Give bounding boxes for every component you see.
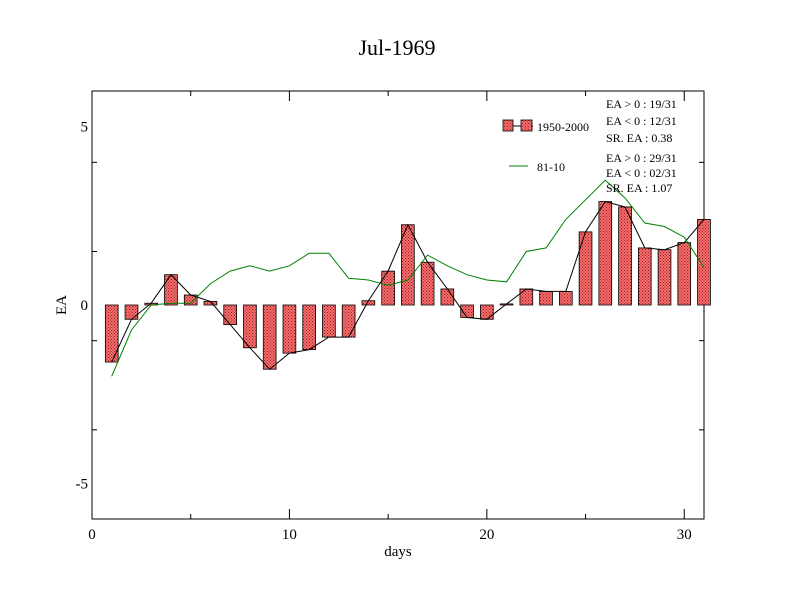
y-tick-label: 5 xyxy=(81,120,89,136)
legend: 1950-2000 81-10 xyxy=(502,119,589,174)
legend-label-1950-2000: 1950-2000 xyxy=(537,120,589,134)
bar-day-9 xyxy=(262,304,277,370)
x-tick-label: 0 xyxy=(88,527,96,543)
bar-day-25 xyxy=(578,231,593,306)
series-line-1950-2000 xyxy=(111,201,705,370)
legend-swatch-bar-1950-2000b xyxy=(520,119,533,132)
y-tick-label: 0 xyxy=(81,298,89,314)
bar-day-26 xyxy=(598,201,613,306)
y-axis-label: EA xyxy=(54,295,70,315)
bar-day-12 xyxy=(322,304,336,338)
bar-series xyxy=(104,201,711,370)
bar-day-16 xyxy=(401,224,415,306)
x-tick-label: 10 xyxy=(282,527,297,543)
bar-day-24 xyxy=(559,291,573,306)
bar-day-15 xyxy=(381,270,395,306)
bar-day-10 xyxy=(282,304,297,354)
bar-day-27 xyxy=(618,206,632,306)
y-axis-ticks: -5 0 5 xyxy=(76,120,704,520)
bar-day-8 xyxy=(243,304,257,349)
bar-day-30 xyxy=(677,242,692,306)
bar-day-29 xyxy=(657,249,672,306)
x-tick-label: 20 xyxy=(479,527,494,543)
legend-swatch-bar-1950-2000a xyxy=(502,119,514,132)
bar-day-11 xyxy=(302,304,316,350)
bar-day-23 xyxy=(539,291,553,306)
bar-day-22 xyxy=(519,288,534,306)
stat-8110-ea-negative: EA < 0 : 02/31 xyxy=(606,166,677,180)
bar-day-7 xyxy=(223,304,237,326)
bar-day-31 xyxy=(697,218,711,306)
x-axis-ticks: 0 10 20 30 xyxy=(88,91,692,543)
bar-day-2 xyxy=(124,304,139,320)
chart-title: Jul-1969 xyxy=(359,35,436,60)
series-line-81-10 xyxy=(111,179,705,377)
stat-1950-sr-ea: SR. EA : 0.38 xyxy=(606,131,672,145)
bar-day-13 xyxy=(341,304,356,338)
stats-annotations: EA > 0 : 19/31 EA < 0 : 12/31 SR. EA : 0… xyxy=(606,97,677,195)
bar-day-28 xyxy=(637,247,652,306)
stat-1950-ea-positive: EA > 0 : 19/31 xyxy=(606,97,677,111)
bar-day-20 xyxy=(480,304,494,320)
stat-8110-sr-ea: SR. EA : 1.07 xyxy=(606,181,672,195)
x-tick-label: 30 xyxy=(677,527,692,543)
legend-label-81-10: 81-10 xyxy=(537,160,565,174)
stat-1950-ea-negative: EA < 0 : 12/31 xyxy=(606,114,677,128)
bar-day-18 xyxy=(440,288,455,306)
y-tick-label: -5 xyxy=(76,476,89,492)
stat-8110-ea-positive: EA > 0 : 29/31 xyxy=(606,151,677,165)
x-axis-label: days xyxy=(384,544,412,560)
